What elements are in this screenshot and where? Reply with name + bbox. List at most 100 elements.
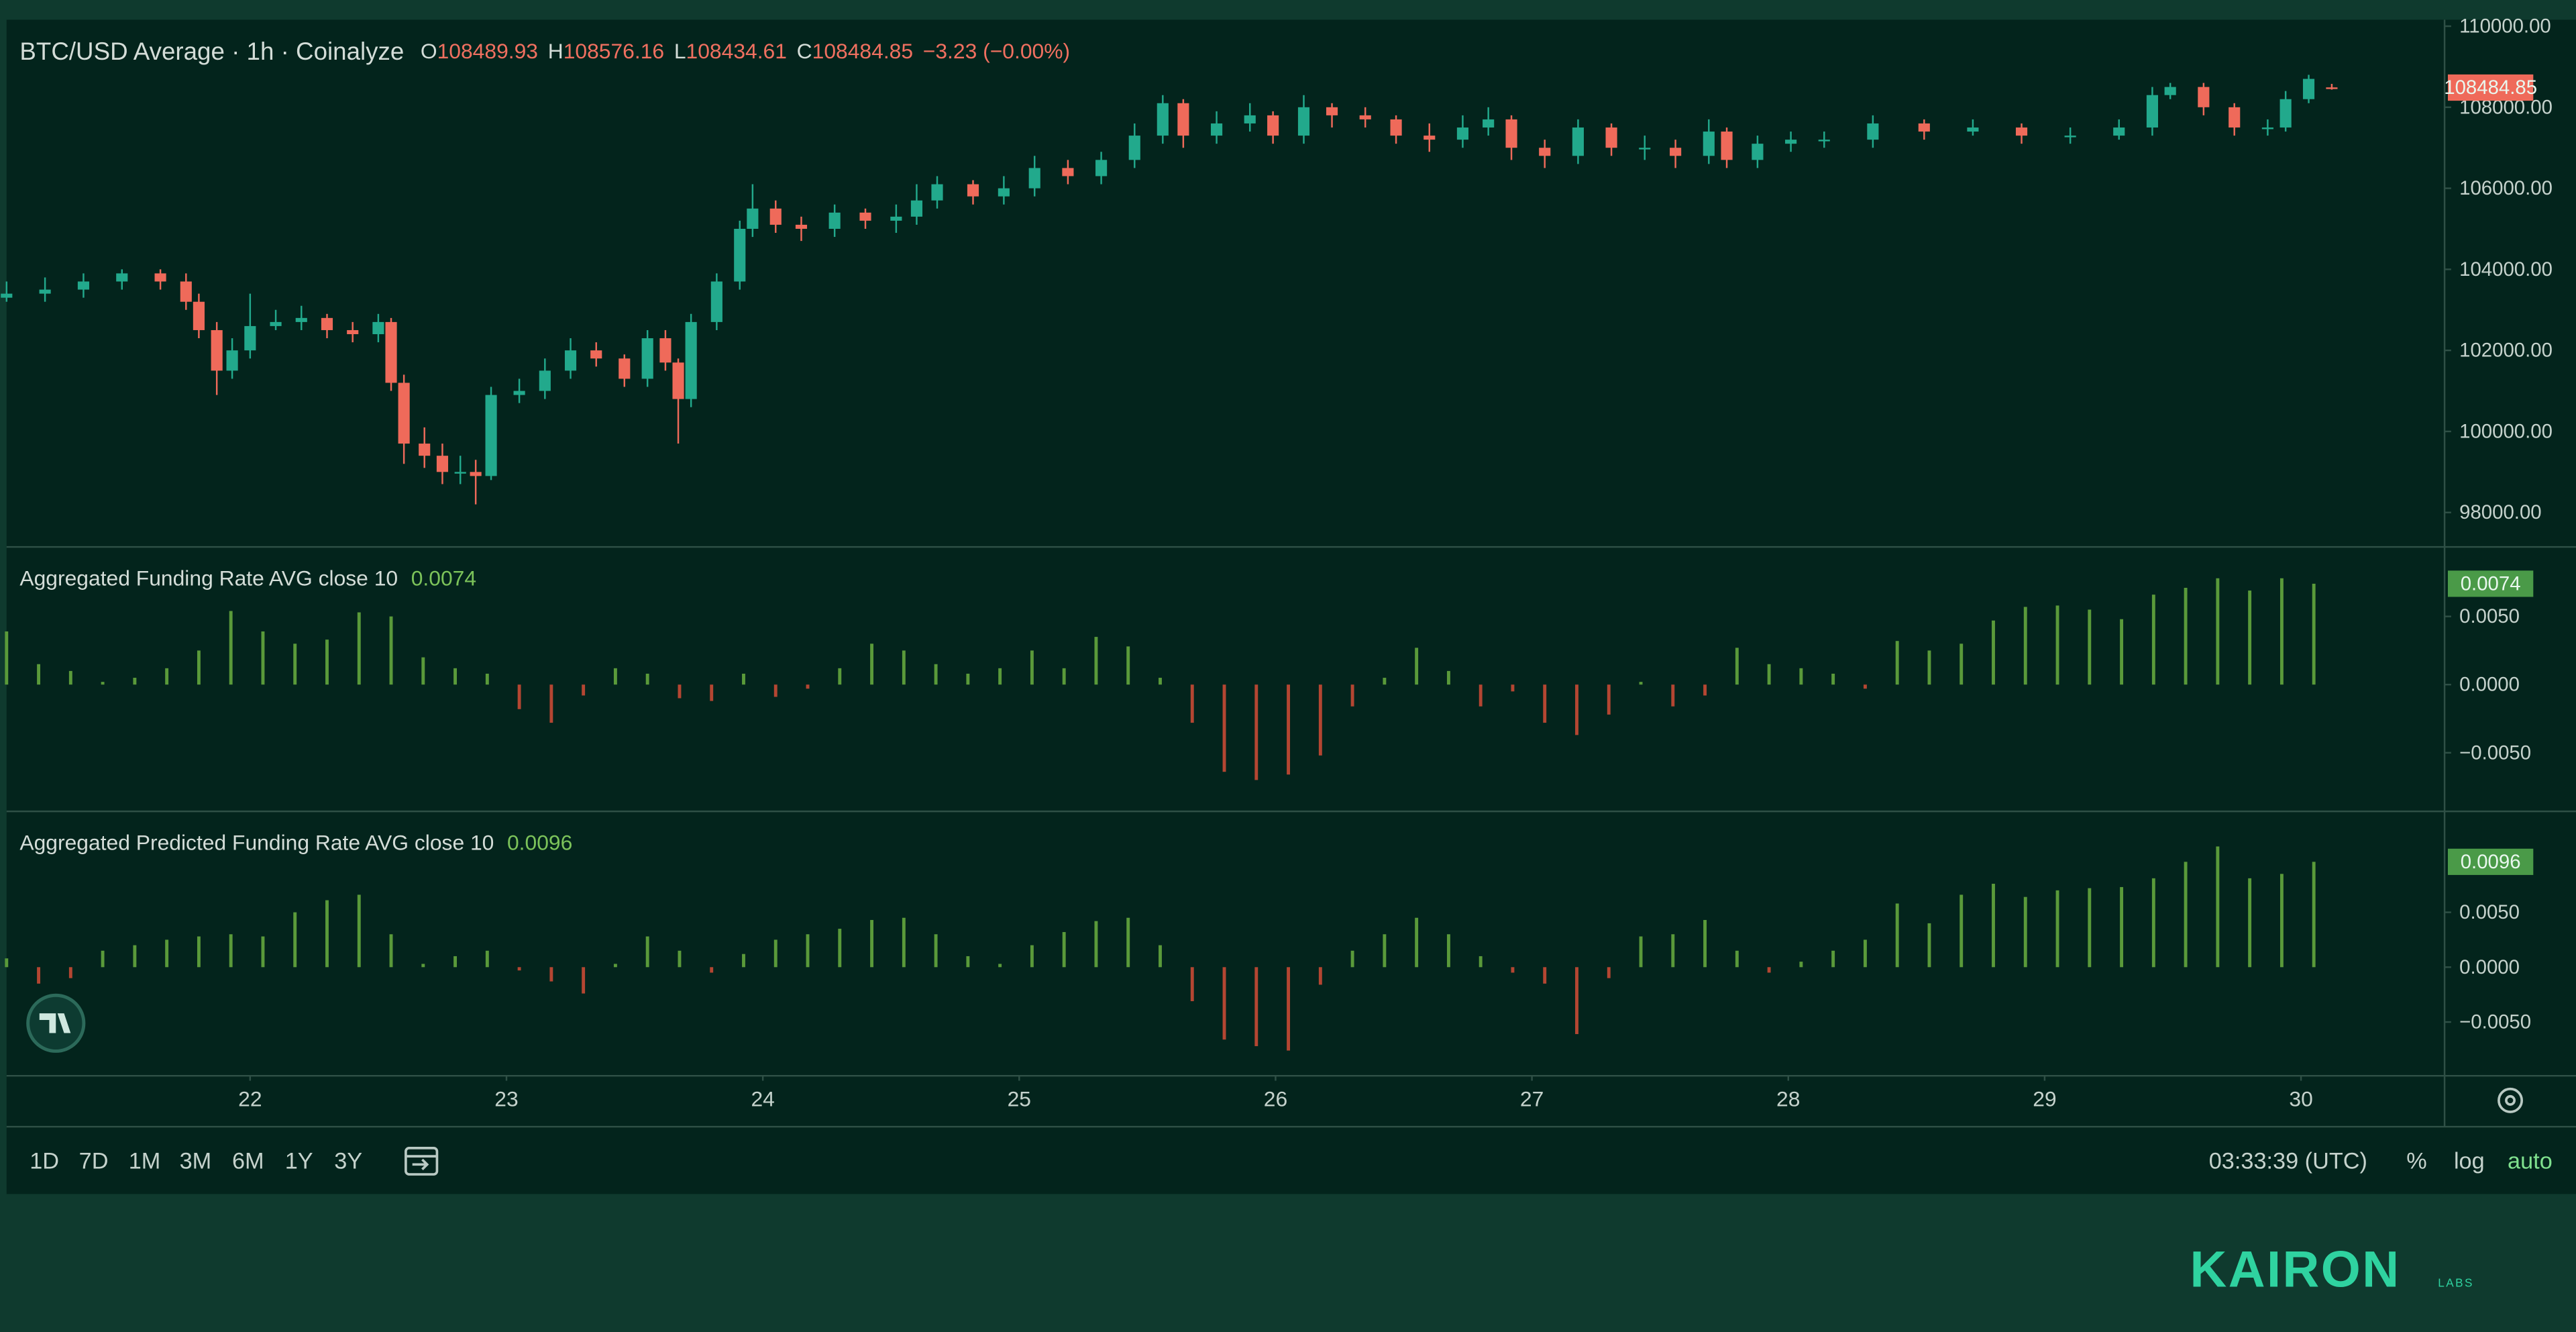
- histogram-bar: [229, 934, 233, 968]
- candle-body: [116, 273, 128, 282]
- pane-value: 0.0074: [411, 566, 476, 591]
- histogram-bar: [1927, 923, 1931, 968]
- histogram-bar: [2023, 607, 2027, 685]
- candle-body: [436, 456, 449, 472]
- candle-body: [2113, 127, 2125, 136]
- ohlc-value: 108434.61: [686, 39, 787, 63]
- histogram-bar: [710, 684, 714, 701]
- candle-body: [1, 293, 13, 298]
- candle-body: [1095, 160, 1108, 176]
- candle-body: [828, 212, 841, 229]
- calendar-arrow: [412, 1158, 429, 1170]
- histogram-bar: [1094, 921, 1098, 968]
- histogram-bar: [1767, 967, 1771, 973]
- histogram-bar: [742, 673, 745, 685]
- candle-body: [590, 350, 602, 359]
- histogram-bar: [1415, 648, 1419, 685]
- candle-body: [2302, 79, 2315, 99]
- histogram-bar: [2151, 595, 2155, 685]
- candle-body: [77, 281, 90, 290]
- range-button[interactable]: 1D: [30, 1148, 59, 1174]
- ohlc-key: L: [674, 39, 686, 63]
- histogram-bar: [998, 964, 1002, 968]
- candle-body: [1424, 136, 1436, 140]
- histogram-bar: [742, 954, 745, 968]
- calendar-icon[interactable]: [405, 1147, 439, 1176]
- histogram-bar: [485, 673, 489, 685]
- candle-body: [485, 395, 497, 476]
- histogram-bar: [806, 684, 810, 689]
- histogram-bar: [357, 894, 361, 968]
- histogram-bar: [1254, 967, 1258, 1047]
- auto-toggle[interactable]: auto: [2508, 1148, 2553, 1174]
- candle-body: [2015, 127, 2028, 136]
- candle-body: [1867, 123, 1879, 140]
- last-value-box: [2447, 848, 2534, 875]
- histogram-bar: [293, 912, 297, 968]
- y-tick-label: 0.0050: [2459, 605, 2520, 627]
- gear-inner: [2505, 1094, 2516, 1106]
- candle-body: [672, 362, 684, 399]
- candle-body: [1967, 127, 1979, 132]
- histogram-bar: [1671, 934, 1675, 968]
- histogram-bar: [1895, 641, 1899, 685]
- histogram-bar: [1030, 945, 1034, 968]
- last-value-label: 108484.85: [2444, 76, 2537, 99]
- histogram-bar: [1126, 646, 1130, 685]
- histogram-bar: [773, 939, 777, 968]
- histogram-bar: [133, 945, 137, 968]
- histogram-bar: [1159, 945, 1162, 968]
- candle-body: [1128, 136, 1140, 160]
- histogram-bar: [1575, 967, 1578, 1035]
- candle-body: [1483, 119, 1495, 128]
- histogram-bar: [1703, 684, 1707, 696]
- histogram-bar: [678, 684, 682, 699]
- settings-icon[interactable]: [2498, 1087, 2524, 1113]
- candle-body: [931, 184, 943, 201]
- y-tick-label: 0.0000: [2459, 674, 2520, 696]
- candle-body: [1572, 127, 1584, 156]
- histogram-bar: [2279, 874, 2284, 968]
- histogram-bar: [1159, 678, 1162, 685]
- histogram-bar: [389, 934, 393, 968]
- range-button[interactable]: 1Y: [285, 1148, 313, 1174]
- pane-title: Aggregated Predicted Funding Rate AVG cl…: [19, 831, 494, 855]
- clock: 03:33:39 (UTC): [2209, 1148, 2367, 1174]
- percent-toggle[interactable]: %: [2406, 1148, 2426, 1174]
- candle-body: [211, 329, 223, 371]
- histogram-bar: [838, 929, 842, 968]
- histogram-bar: [2184, 862, 2188, 968]
- candle-body: [1359, 115, 1371, 119]
- histogram-bar: [2120, 619, 2124, 685]
- y-tick-label: 106000.00: [2459, 177, 2553, 199]
- candle-body: [419, 444, 431, 456]
- range-button[interactable]: 6M: [232, 1148, 264, 1174]
- candle-body: [1918, 123, 1930, 132]
- range-button[interactable]: 3Y: [334, 1148, 362, 1174]
- candle-body: [1267, 115, 1279, 136]
- histogram-bar: [357, 612, 361, 685]
- histogram-bar: [1094, 637, 1098, 685]
- range-button[interactable]: 3M: [180, 1148, 212, 1174]
- histogram-bar: [2184, 587, 2188, 685]
- histogram-bar: [870, 644, 874, 685]
- histogram-bar: [1639, 936, 1643, 968]
- histogram-bar: [1607, 684, 1611, 715]
- tradingview-logo[interactable]: [26, 993, 86, 1053]
- histogram-bar: [389, 616, 393, 685]
- candle-body: [2229, 107, 2241, 128]
- log-toggle[interactable]: log: [2454, 1148, 2485, 1174]
- range-button[interactable]: 1M: [129, 1148, 161, 1174]
- y-tick-label: 104000.00: [2459, 258, 2553, 280]
- pane-header: Aggregated Predicted Funding Rate AVG cl…: [19, 831, 572, 855]
- histogram-bar: [870, 919, 874, 968]
- histogram-bar: [1735, 950, 1739, 968]
- histogram-bar: [2312, 583, 2316, 685]
- histogram-bar: [1639, 682, 1643, 685]
- histogram-bar: [1895, 903, 1899, 968]
- pane-value: 0.0096: [507, 831, 572, 855]
- candle-body: [1818, 140, 1830, 142]
- histogram-bar: [582, 684, 586, 696]
- range-button[interactable]: 7D: [79, 1148, 109, 1174]
- candle-body: [2064, 136, 2076, 138]
